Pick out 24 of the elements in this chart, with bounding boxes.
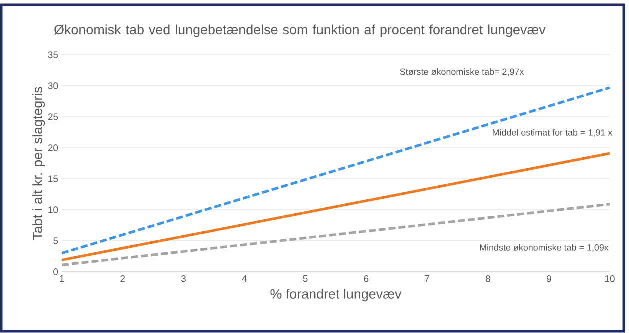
y-tick-label: 10 [48,206,58,214]
x-tick-label: 5 [303,276,308,282]
x-tick-label: 9 [546,276,552,282]
x-tick-label: 7 [425,276,430,282]
chart-title: Økonomisk tab ved lungebetændelse som funktion af procent forandret lungevæv [54,24,546,38]
x-tick-label: 10 [605,276,615,282]
y-tick-label: 5 [54,238,58,244]
y-tick-label: 20 [48,144,58,152]
annotation: Største økonomiske tab= 2,97x [400,68,524,76]
y-tick-label: 30 [48,82,58,90]
y-tick-label: 0 [54,268,58,276]
x-tick-label: 3 [182,276,186,282]
x-tick-label: 8 [486,276,490,282]
annotation: Mindste økonomiske tab = 1,09x [480,244,609,252]
x-axis-title: % forandret lungevæv [270,289,402,302]
x-tick-label: 4 [242,276,248,282]
y-tick-label: 25 [48,114,58,120]
y-tick-label: 15 [48,176,58,182]
y-axis-title: Tabt i alt kr. per slagtegris [32,87,46,240]
y-tick-label: 35 [48,52,58,58]
annotation: Middel estimat for tab = 1,91 x [493,129,613,137]
x-tick-label: 2 [120,276,126,282]
x-tick-label: 1 [60,276,64,282]
x-tick-label: 6 [364,276,369,282]
